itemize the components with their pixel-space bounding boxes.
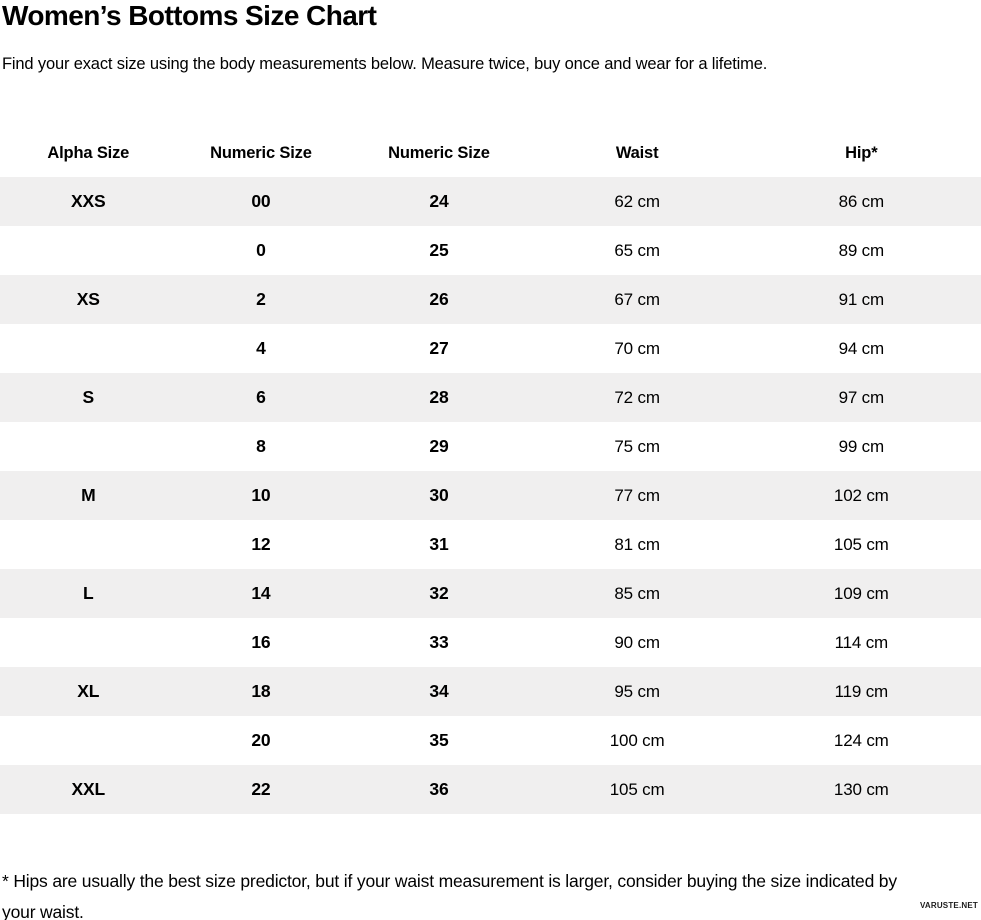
numeric-size-2-cell: 28 (429, 387, 449, 407)
numeric-size-cell: 00 (251, 191, 271, 211)
alpha-size-cell: M (81, 485, 96, 505)
alpha-size-cell: XXL (71, 779, 106, 799)
waist-cell: 95 cm (614, 681, 660, 701)
waist-cell: 100 cm (609, 730, 665, 750)
header-row: Alpha Size Numeric Size Numeric Size Waist H… (0, 129, 981, 177)
numeric-size-cell: 10 (251, 485, 271, 505)
hip-cell: 119 cm (834, 681, 889, 701)
numeric-size-cell: 14 (251, 583, 271, 603)
numeric-size-cell: 16 (251, 632, 271, 652)
alpha-size-cell (0, 226, 177, 275)
waist-cell: 81 cm (614, 534, 660, 554)
numeric-size-2-cell: 30 (429, 485, 449, 505)
watermark: VARUSTE.NET (919, 901, 978, 910)
alpha-size-cell: XL (77, 681, 100, 701)
alpha-size-cell: XXS (71, 191, 106, 211)
hip-cell: 91 cm (838, 289, 885, 309)
numeric-size-2-cell: 26 (429, 289, 449, 309)
numeric-size-cell: 12 (251, 534, 271, 554)
column-header-alpha-size: Alpha Size (47, 143, 130, 162)
numeric-size-2-cell: 33 (429, 632, 449, 652)
column-header-waist: Waist (615, 143, 659, 162)
hip-footnote: * Hips are usually the best size predict… (2, 871, 897, 920)
alpha-size-cell: L (83, 583, 94, 603)
numeric-size-2-cell: 24 (429, 191, 449, 211)
hip-cell: 86 cm (838, 191, 885, 211)
column-header-numeric-size: Numeric Size (210, 143, 312, 162)
alpha-size-cell (0, 520, 177, 569)
numeric-size-cell: 6 (256, 387, 266, 407)
hip-cell: 99 cm (838, 436, 885, 456)
table-row: XXL 22 36 105 cm 130 cm (0, 765, 981, 814)
numeric-size-2-cell: 32 (429, 583, 449, 603)
waist-cell: 67 cm (614, 289, 660, 309)
table-row: 8 29 75 cm 99 cm (0, 422, 981, 471)
table-row: XS 2 26 67 cm 91 cm (0, 275, 981, 324)
table-row: 0 25 65 cm 89 cm (0, 226, 981, 275)
hip-cell: 97 cm (838, 387, 885, 407)
alpha-size-cell: XS (76, 289, 100, 309)
table-row: 16 33 90 cm 114 cm (0, 618, 981, 667)
page-subtitle: Find your exact size using the body meas… (2, 55, 768, 73)
numeric-size-2-cell: 34 (429, 681, 449, 701)
waist-cell: 77 cm (614, 485, 660, 505)
column-header-hip: Hip* (845, 143, 878, 162)
table-row: XL 18 34 95 cm 119 cm (0, 667, 981, 716)
waist-cell: 72 cm (614, 387, 660, 407)
numeric-size-2-cell: 35 (429, 730, 449, 750)
hip-cell: 105 cm (833, 534, 889, 554)
waist-cell: 62 cm (614, 191, 660, 211)
table-row: 20 35 100 cm 124 cm (0, 716, 981, 765)
table-row: M 10 30 77 cm 102 cm (0, 471, 981, 520)
table-row: L 14 32 85 cm 109 cm (0, 569, 981, 618)
hip-cell: 102 cm (833, 485, 889, 505)
numeric-size-cell: 18 (251, 681, 271, 701)
column-header-numeric-size-2: Numeric Size (388, 143, 490, 162)
numeric-size-2-cell: 31 (429, 534, 449, 554)
waist-cell: 105 cm (609, 779, 665, 799)
alpha-size-cell (0, 422, 177, 471)
waist-cell: 75 cm (614, 436, 660, 456)
table-row: 12 31 81 cm 105 cm (0, 520, 981, 569)
size-table-body: XXS 00 24 62 cm 86 cm 0 25 65 cm 89 cm XS 2 26 67 cm… (0, 177, 981, 814)
hip-cell: 89 cm (838, 240, 885, 260)
hip-cell: 109 cm (833, 583, 889, 603)
waist-cell: 85 cm (614, 583, 660, 603)
numeric-size-2-cell: 36 (429, 779, 449, 799)
hip-cell: 114 cm (834, 632, 889, 652)
hip-cell: 94 cm (838, 338, 885, 358)
size-table: Alpha Size Numeric Size Numeric Size Waist H… (0, 129, 981, 814)
numeric-size-cell: 8 (256, 436, 266, 456)
numeric-size-cell: 20 (251, 730, 271, 750)
table-row: 4 27 70 cm 94 cm (0, 324, 981, 373)
hip-cell: 130 cm (833, 779, 889, 799)
numeric-size-cell: 4 (256, 338, 266, 358)
table-row: S 6 28 72 cm 97 cm (0, 373, 981, 422)
numeric-size-2-cell: 27 (429, 338, 449, 358)
table-row: XXS 00 24 62 cm 86 cm (0, 177, 981, 226)
numeric-size-cell: 0 (256, 240, 266, 260)
waist-cell: 90 cm (614, 632, 660, 652)
alpha-size-cell (0, 618, 177, 667)
alpha-size-cell: S (82, 387, 95, 407)
page-title: Women’s Bottoms Size Chart (2, 0, 377, 31)
waist-cell: 65 cm (614, 240, 660, 260)
alpha-size-cell (0, 324, 177, 373)
hip-cell: 124 cm (833, 730, 889, 750)
numeric-size-cell: 2 (256, 289, 266, 309)
alpha-size-cell (0, 716, 177, 765)
numeric-size-cell: 22 (251, 779, 271, 799)
numeric-size-2-cell: 25 (429, 240, 449, 260)
numeric-size-2-cell: 29 (429, 436, 449, 456)
waist-cell: 70 cm (614, 338, 660, 358)
